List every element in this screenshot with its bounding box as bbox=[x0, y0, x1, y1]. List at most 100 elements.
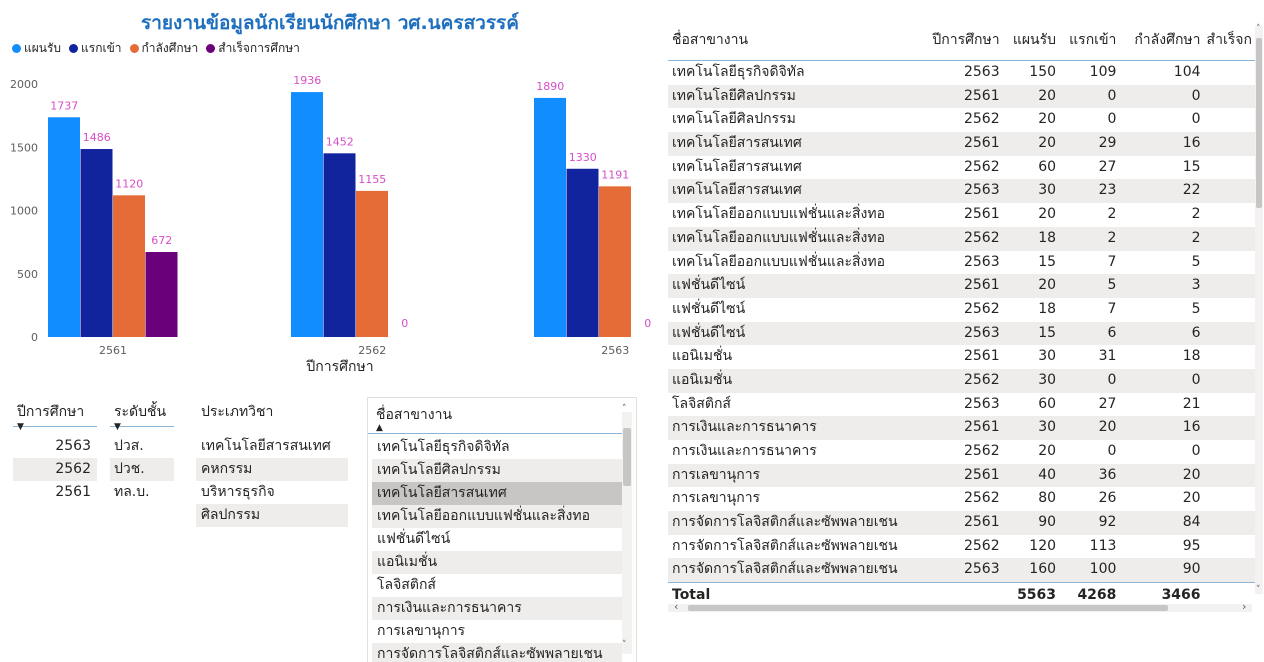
total-cell: 3466 bbox=[1161, 587, 1201, 604]
table-row[interactable]: เทคโนโลยีสารสนเทศ 2561 20 29 16 bbox=[668, 132, 1258, 156]
slicer-major-item[interactable]: เทคโนโลยีสารสนเทศ bbox=[372, 482, 622, 505]
bar-1-0[interactable] bbox=[291, 92, 323, 337]
slicer-type-item[interactable]: บริหารธุรกิจ bbox=[201, 484, 275, 500]
legend-item-studying[interactable]: กำลังศึกษา bbox=[129, 39, 198, 58]
slicer-major-header[interactable]: ชื่อสาขางาน bbox=[368, 398, 622, 434]
slicer-major-item[interactable]: เทคโนโลยีออกแบบแฟชั่นและสิ่งทอ bbox=[372, 505, 622, 528]
slicer-major-item[interactable]: เทคโนโลยีศิลปกรรม bbox=[372, 459, 622, 482]
legend-item-plan[interactable]: แผนรับ bbox=[12, 39, 61, 58]
slicer-level-item[interactable]: ปวช. bbox=[110, 458, 174, 481]
table-row[interactable]: การเลขานุการ 2561 40 36 20 bbox=[668, 463, 1258, 488]
slicer-major-scroll-thumb[interactable] bbox=[623, 428, 631, 486]
table-horizontal-scrollbar[interactable] bbox=[668, 604, 1252, 612]
bar-0-1[interactable] bbox=[80, 149, 113, 337]
data-label: 0 bbox=[401, 317, 408, 330]
bar-2-1[interactable] bbox=[566, 168, 599, 337]
sort-down-icon[interactable]: ▼ bbox=[17, 422, 24, 432]
slicer-major-item[interactable]: เทคโนโลยีธุรกิจดิจิทัล bbox=[377, 439, 510, 455]
table-row[interactable]: แฟชั่นดีไซน์ 2562 18 7 5 bbox=[668, 298, 1258, 322]
table-cell: การจัดการโลจิสติกส์และซัพพลายเชน bbox=[672, 537, 898, 554]
table-cell: 5 bbox=[1191, 300, 1201, 317]
table-row[interactable]: การเลขานุการ 2562 80 26 20 bbox=[668, 487, 1258, 511]
legend-label: แรกเข้า bbox=[81, 41, 122, 55]
table-row[interactable]: การจัดการโลจิสติกส์และซัพพลายเชน 2563 160 1… bbox=[668, 558, 1258, 583]
bar-1-2[interactable] bbox=[356, 190, 388, 337]
slicer-type-item[interactable]: ศิลปกรรม bbox=[196, 504, 348, 527]
table-vscroll-thumb[interactable] bbox=[1256, 38, 1262, 208]
table-cell: 30 bbox=[1038, 419, 1057, 436]
bar-0-3[interactable] bbox=[145, 251, 178, 337]
bar-0-0[interactable] bbox=[48, 117, 80, 337]
table-cell: การจัดการโลจิสติกส์และซัพพลายเชน bbox=[672, 561, 898, 578]
col-header-enroll[interactable]: แรกเข้า bbox=[1069, 32, 1117, 48]
sort-down-icon[interactable]: ▼ bbox=[114, 422, 121, 432]
bar-1-1[interactable] bbox=[323, 153, 356, 337]
slicer-level-item[interactable]: ปวส. bbox=[114, 438, 144, 454]
slicer-major-item[interactable]: แฟชั่นดีไซน์ bbox=[377, 531, 451, 547]
table-vertical-scrollbar[interactable] bbox=[1255, 26, 1263, 594]
table-row[interactable]: แอนิเมชั่น 2561 30 31 18 bbox=[668, 345, 1258, 369]
bar-0-2[interactable] bbox=[113, 195, 145, 337]
chevron-left-icon[interactable]: ‹ bbox=[674, 600, 679, 613]
slicer-year-item[interactable]: 2562 bbox=[13, 458, 97, 481]
table-row[interactable]: เทคโนโลยีสารสนเทศ 2563 30 23 22 bbox=[668, 179, 1258, 204]
table-row[interactable]: เทคโนโลยีออกแบบแฟชั่นและสิ่งทอ 2562 18 2 2 bbox=[668, 226, 1258, 251]
chart-legend: แผนรับ แรกเข้า กำลังศึกษา สำเร็จการศึกษา bbox=[12, 39, 300, 58]
table-row[interactable]: เทคโนโลยีออกแบบแฟชั่นและสิ่งทอ 2561 20 2 2 bbox=[668, 203, 1258, 227]
chevron-right-icon[interactable]: › bbox=[1242, 600, 1247, 613]
table-cell bbox=[1201, 440, 1258, 464]
table-cell: เทคโนโลยีศิลปกรรม bbox=[672, 87, 796, 104]
table-row[interactable]: โลจิสติกส์ 2563 60 27 21 bbox=[668, 393, 1258, 417]
legend-item-enroll[interactable]: แรกเข้า bbox=[69, 39, 122, 58]
table-row[interactable]: แอนิเมชั่น 2562 30 0 0 bbox=[668, 368, 1258, 393]
table-row[interactable]: เทคโนโลยีสารสนเทศ 2562 60 27 15 bbox=[668, 156, 1258, 180]
legend-item-graduated[interactable]: สำเร็จการศึกษา bbox=[206, 39, 300, 58]
chevron-down-icon[interactable]: ˅ bbox=[622, 640, 627, 650]
slicer-level-item[interactable]: ทล.บ. bbox=[114, 484, 150, 500]
slicer-type-item[interactable]: คหกรรม bbox=[196, 458, 348, 481]
slicer-major-item[interactable]: แอนิเมชั่น bbox=[372, 551, 622, 574]
chevron-down-icon[interactable]: ˅ bbox=[1256, 585, 1261, 595]
table-hscroll-thumb[interactable] bbox=[688, 605, 1168, 611]
chevron-up-icon[interactable]: ˄ bbox=[622, 404, 627, 414]
table-cell bbox=[1201, 416, 1258, 440]
table-cell: 100 bbox=[1089, 561, 1117, 578]
bar-2-2[interactable] bbox=[599, 186, 631, 337]
table-row[interactable]: การจัดการโลจิสติกส์และซัพพลายเชน 2562 120 1… bbox=[668, 535, 1258, 559]
col-header-graduated[interactable]: สำเร็จก bbox=[1206, 32, 1252, 48]
table-row[interactable]: แฟชั่นดีไซน์ 2561 20 5 3 bbox=[668, 274, 1258, 298]
slicer-type-header[interactable]: ประเภทวิชา bbox=[196, 401, 348, 427]
table-row[interactable]: เทคโนโลยีศิลปกรรม 2561 20 0 0 bbox=[668, 84, 1258, 109]
slicer-year-header[interactable]: ปีการศึกษา bbox=[13, 401, 97, 427]
table-row[interactable]: การเงินและการธนาคาร 2561 30 20 16 bbox=[668, 416, 1258, 440]
table-row[interactable]: แฟชั่นดีไซน์ 2563 15 6 6 bbox=[668, 321, 1258, 346]
col-header-plan[interactable]: แผนรับ bbox=[1012, 32, 1057, 48]
table-cell: การเงินและการธนาคาร bbox=[672, 419, 817, 436]
slicer-major-list: เทคโนโลยีธุรกิจดิจิทัล เทคโนโลยีศิลปกรรมเ… bbox=[372, 436, 622, 662]
total-cell: 5563 bbox=[1017, 587, 1057, 604]
table-cell bbox=[1201, 179, 1258, 203]
slicer-year-item[interactable]: 2561 bbox=[55, 484, 91, 500]
table-cell: การเงินและการธนาคาร bbox=[672, 443, 817, 459]
col-header-studying[interactable]: กำลังศึกษา bbox=[1134, 32, 1201, 48]
slicer-major-scrollbar[interactable] bbox=[622, 412, 632, 654]
col-header-year[interactable]: ปีการศึกษา bbox=[932, 32, 1000, 48]
table-cell: 2563 bbox=[963, 561, 1000, 578]
chevron-up-icon[interactable]: ˄ bbox=[1256, 24, 1261, 34]
slicer-level-header[interactable]: ระดับชั้น bbox=[110, 401, 174, 427]
slicer-major-item[interactable]: การเลขานุการ bbox=[377, 623, 466, 639]
slicer-major-title: ชื่อสาขางาน bbox=[376, 407, 453, 423]
slicer-major-item[interactable]: การเงินและการธนาคาร bbox=[372, 597, 622, 620]
table-row[interactable]: เทคโนโลยีธุรกิจดิจิทัล 2563 150 109 104 bbox=[668, 61, 1258, 85]
table-row[interactable]: เทคโนโลยีออกแบบแฟชั่นและสิ่งทอ 2563 15 7 5 bbox=[668, 251, 1258, 275]
table-row[interactable]: เทคโนโลยีศิลปกรรม 2562 20 0 0 bbox=[668, 108, 1258, 132]
slicer-type-item[interactable]: เทคโนโลยีสารสนเทศ bbox=[201, 438, 331, 454]
sort-up-icon[interactable]: ▲ bbox=[376, 423, 383, 433]
bar-2-0[interactable] bbox=[534, 97, 566, 337]
slicer-year-item[interactable]: 2563 bbox=[55, 438, 91, 454]
slicer-major-item[interactable]: การจัดการโลจิสติกส์และซัพพลายเชน bbox=[372, 643, 622, 662]
table-row[interactable]: การจัดการโลจิสติกส์และซัพพลายเชน 2561 90 92… bbox=[668, 511, 1258, 535]
slicer-major-item[interactable]: โลจิสติกส์ bbox=[377, 577, 436, 593]
col-header-major[interactable]: ชื่อสาขางาน bbox=[672, 32, 749, 48]
table-row[interactable]: การเงินและการธนาคาร 2562 20 0 0 bbox=[668, 440, 1258, 464]
